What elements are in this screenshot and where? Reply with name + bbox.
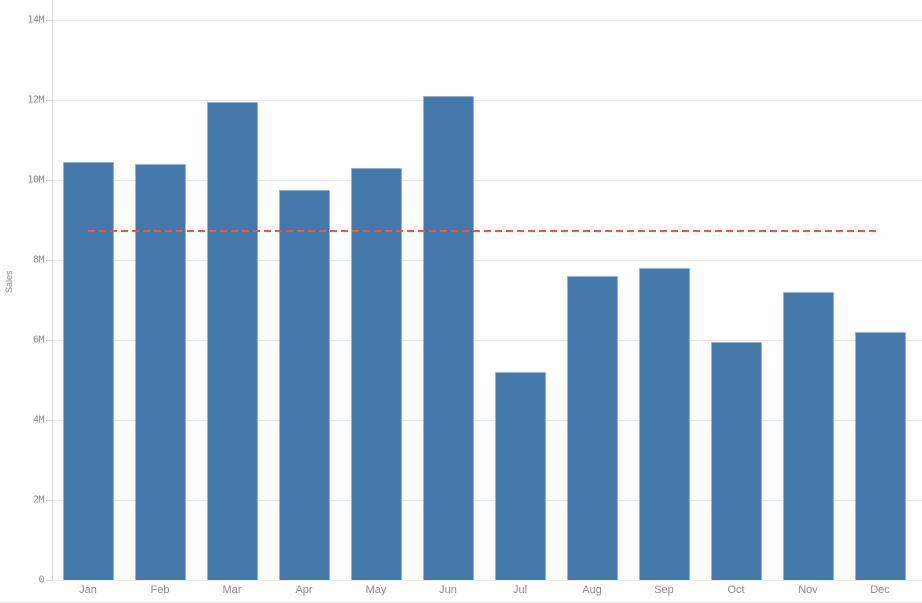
bar-jan[interactable] — [63, 162, 114, 580]
x-axis-tick-label: Aug — [582, 584, 602, 596]
y-axis-tick-label: 2M — [32, 494, 45, 506]
gridline — [52, 20, 922, 21]
y-axis-tick-label: 0 — [38, 574, 44, 586]
gridline — [52, 500, 922, 501]
bar-aug[interactable] — [567, 276, 618, 580]
gridline — [52, 260, 922, 261]
y-axis-tick-label: 8M — [32, 254, 45, 266]
x-axis-tick-label: Feb — [150, 584, 170, 596]
reference-line-average — [88, 230, 880, 232]
y-axis-line — [52, 0, 53, 580]
bar-jun[interactable] — [423, 96, 474, 580]
y-axis-tick-label: 6M — [32, 334, 45, 346]
gridline — [52, 180, 922, 181]
gridline — [52, 100, 922, 101]
bar-mar[interactable] — [207, 102, 258, 580]
x-axis-tick-label: Nov — [798, 584, 818, 596]
x-axis-tick-label: Jan — [79, 584, 97, 596]
x-axis-tick-label: Apr — [295, 584, 313, 596]
x-axis-tick-label: Mar — [222, 584, 242, 596]
y-axis-tick-mark — [46, 420, 52, 421]
y-axis-tick-label: 14M — [27, 14, 44, 26]
x-axis-tick-label: Oct — [727, 584, 745, 596]
y-axis-tick-label: 10M — [27, 174, 44, 186]
y-axis-tick-label: 4M — [32, 414, 45, 426]
bar-jul[interactable] — [495, 372, 546, 580]
y-axis-tick-mark — [46, 100, 52, 101]
x-axis-tick-label: Sep — [654, 584, 674, 596]
y-axis-tick-mark — [46, 500, 52, 501]
bar-oct[interactable] — [711, 342, 762, 580]
bar-nov[interactable] — [783, 292, 834, 580]
y-axis-tick-mark — [46, 260, 52, 261]
y-axis-tick-mark — [46, 580, 52, 581]
y-axis-tick-mark — [46, 180, 52, 181]
gridline — [52, 580, 922, 581]
bar-apr[interactable] — [279, 190, 330, 580]
bar-sep[interactable] — [639, 268, 690, 580]
bar-may[interactable] — [351, 168, 402, 580]
x-axis-tick-label: Jun — [439, 584, 457, 596]
bar-dec[interactable] — [855, 332, 906, 580]
y-axis-tick-mark — [46, 20, 52, 21]
y-axis-tick-label: 12M — [27, 94, 44, 106]
gridline — [52, 420, 922, 421]
x-axis-tick-label: Dec — [870, 584, 890, 596]
x-axis-tick-label: Jul — [512, 584, 528, 596]
bar-feb[interactable] — [135, 164, 186, 580]
x-axis-tick-label: May — [365, 584, 387, 596]
gridline — [52, 340, 922, 341]
y-axis-tick-mark — [46, 340, 52, 341]
